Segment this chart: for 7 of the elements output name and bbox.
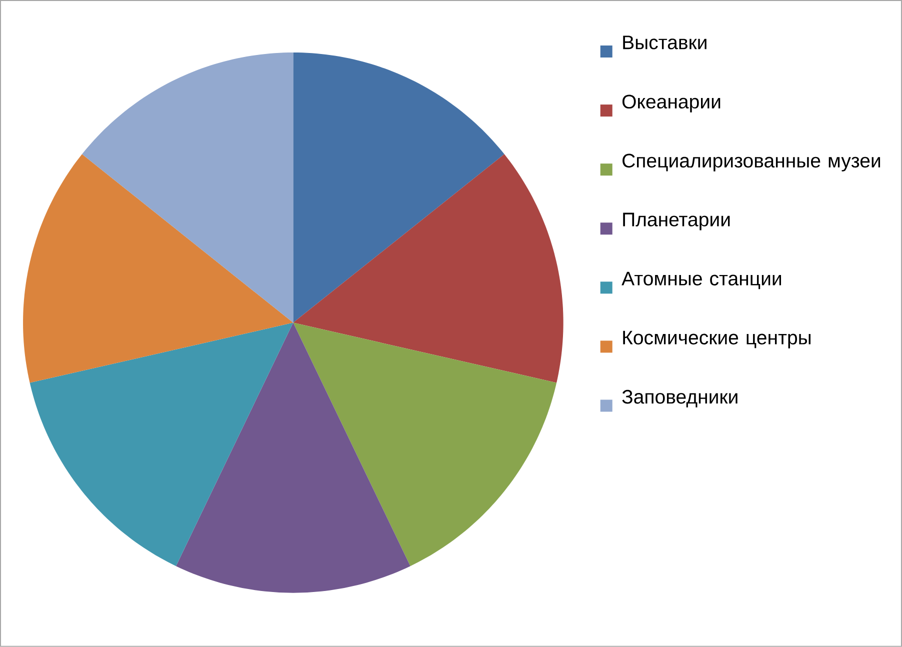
legend-label: Выставки	[623, 36, 706, 50]
legend-label: Планетарии	[623, 212, 730, 230]
legend-label: Специалиризованные музеи	[622, 154, 880, 172]
legend-label: Заповедники	[622, 390, 738, 408]
legend-label: Океанарии	[622, 94, 720, 112]
legend-label: Атомные станции	[622, 272, 782, 290]
legend-label: Космические центры	[623, 330, 810, 348]
